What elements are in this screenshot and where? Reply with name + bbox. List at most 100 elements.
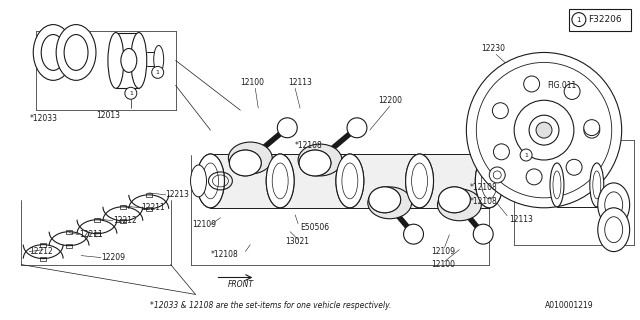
Bar — [211, 154, 280, 208]
Ellipse shape — [108, 33, 124, 88]
Text: 12100: 12100 — [431, 260, 456, 269]
Text: 12113: 12113 — [288, 78, 312, 87]
Circle shape — [493, 171, 501, 179]
Ellipse shape — [299, 150, 331, 176]
Text: 1: 1 — [524, 153, 528, 157]
Circle shape — [277, 118, 297, 138]
Ellipse shape — [228, 142, 272, 174]
Text: 12211: 12211 — [141, 203, 164, 212]
Bar — [557, 163, 596, 207]
Bar — [66, 244, 72, 248]
Text: 12100: 12100 — [241, 78, 264, 87]
Ellipse shape — [229, 150, 261, 176]
Bar — [280, 154, 350, 208]
Bar — [40, 243, 46, 247]
Ellipse shape — [369, 187, 401, 213]
Ellipse shape — [299, 150, 331, 176]
Text: 13021: 13021 — [285, 237, 309, 246]
Ellipse shape — [196, 154, 225, 208]
Ellipse shape — [56, 25, 96, 80]
Ellipse shape — [196, 154, 225, 208]
Circle shape — [526, 169, 542, 185]
Ellipse shape — [33, 25, 73, 80]
Text: 12230: 12230 — [481, 44, 506, 53]
Bar — [66, 230, 72, 234]
Ellipse shape — [266, 154, 294, 208]
Ellipse shape — [336, 154, 364, 208]
Circle shape — [584, 122, 600, 138]
Bar — [146, 207, 152, 211]
Text: FRONT: FRONT — [227, 280, 253, 289]
Circle shape — [476, 62, 612, 198]
Text: 1: 1 — [577, 17, 581, 23]
Circle shape — [566, 159, 582, 175]
Text: 12200: 12200 — [378, 96, 402, 105]
Bar — [40, 257, 46, 260]
Circle shape — [489, 167, 505, 183]
Ellipse shape — [229, 150, 261, 176]
Text: *12108: *12108 — [211, 250, 238, 259]
Ellipse shape — [481, 163, 497, 199]
Text: 12212: 12212 — [113, 216, 137, 225]
Ellipse shape — [605, 192, 623, 218]
Ellipse shape — [191, 165, 207, 197]
Text: 12209: 12209 — [101, 253, 125, 262]
Bar — [120, 205, 126, 209]
Ellipse shape — [121, 49, 137, 72]
Bar — [146, 193, 152, 197]
Bar — [116, 33, 139, 88]
Text: 1: 1 — [129, 91, 132, 96]
Ellipse shape — [154, 45, 164, 73]
Ellipse shape — [272, 163, 288, 199]
Circle shape — [529, 115, 559, 145]
Ellipse shape — [266, 154, 294, 208]
Ellipse shape — [598, 183, 630, 227]
Ellipse shape — [605, 217, 623, 243]
Circle shape — [520, 149, 532, 161]
Ellipse shape — [438, 187, 470, 213]
Circle shape — [493, 144, 509, 160]
Ellipse shape — [376, 192, 394, 208]
Bar — [94, 232, 100, 236]
Ellipse shape — [306, 155, 324, 171]
Text: 12113: 12113 — [509, 215, 533, 224]
Circle shape — [152, 67, 164, 78]
Circle shape — [467, 52, 621, 208]
Circle shape — [524, 76, 540, 92]
Ellipse shape — [131, 33, 147, 88]
Ellipse shape — [406, 154, 433, 208]
Circle shape — [536, 122, 552, 138]
Ellipse shape — [369, 187, 401, 213]
Ellipse shape — [438, 189, 481, 221]
Circle shape — [564, 84, 580, 100]
Ellipse shape — [41, 35, 65, 70]
Text: 12211: 12211 — [79, 230, 103, 239]
Circle shape — [473, 224, 493, 244]
Bar — [196, 176, 207, 182]
Circle shape — [514, 100, 574, 160]
Ellipse shape — [236, 155, 254, 171]
Bar — [420, 154, 489, 208]
Circle shape — [492, 103, 508, 119]
Circle shape — [125, 87, 137, 99]
Ellipse shape — [406, 154, 433, 208]
Ellipse shape — [368, 187, 412, 219]
Ellipse shape — [553, 171, 561, 199]
Text: 12213: 12213 — [166, 190, 189, 199]
Ellipse shape — [445, 192, 463, 208]
Ellipse shape — [342, 163, 358, 199]
Text: 1: 1 — [156, 70, 159, 75]
Ellipse shape — [64, 35, 88, 70]
Ellipse shape — [550, 163, 564, 207]
Bar — [94, 218, 100, 222]
Ellipse shape — [298, 144, 342, 176]
Text: *12033 & 12108 are the set-items for one vehicle respectively.: *12033 & 12108 are the set-items for one… — [150, 301, 391, 310]
Ellipse shape — [412, 163, 428, 199]
Ellipse shape — [336, 154, 364, 208]
Text: *12033: *12033 — [29, 114, 57, 123]
Ellipse shape — [476, 154, 503, 208]
Ellipse shape — [598, 208, 630, 252]
Text: 12212: 12212 — [29, 247, 53, 256]
Ellipse shape — [593, 171, 601, 199]
Text: 12013: 12013 — [96, 111, 120, 120]
